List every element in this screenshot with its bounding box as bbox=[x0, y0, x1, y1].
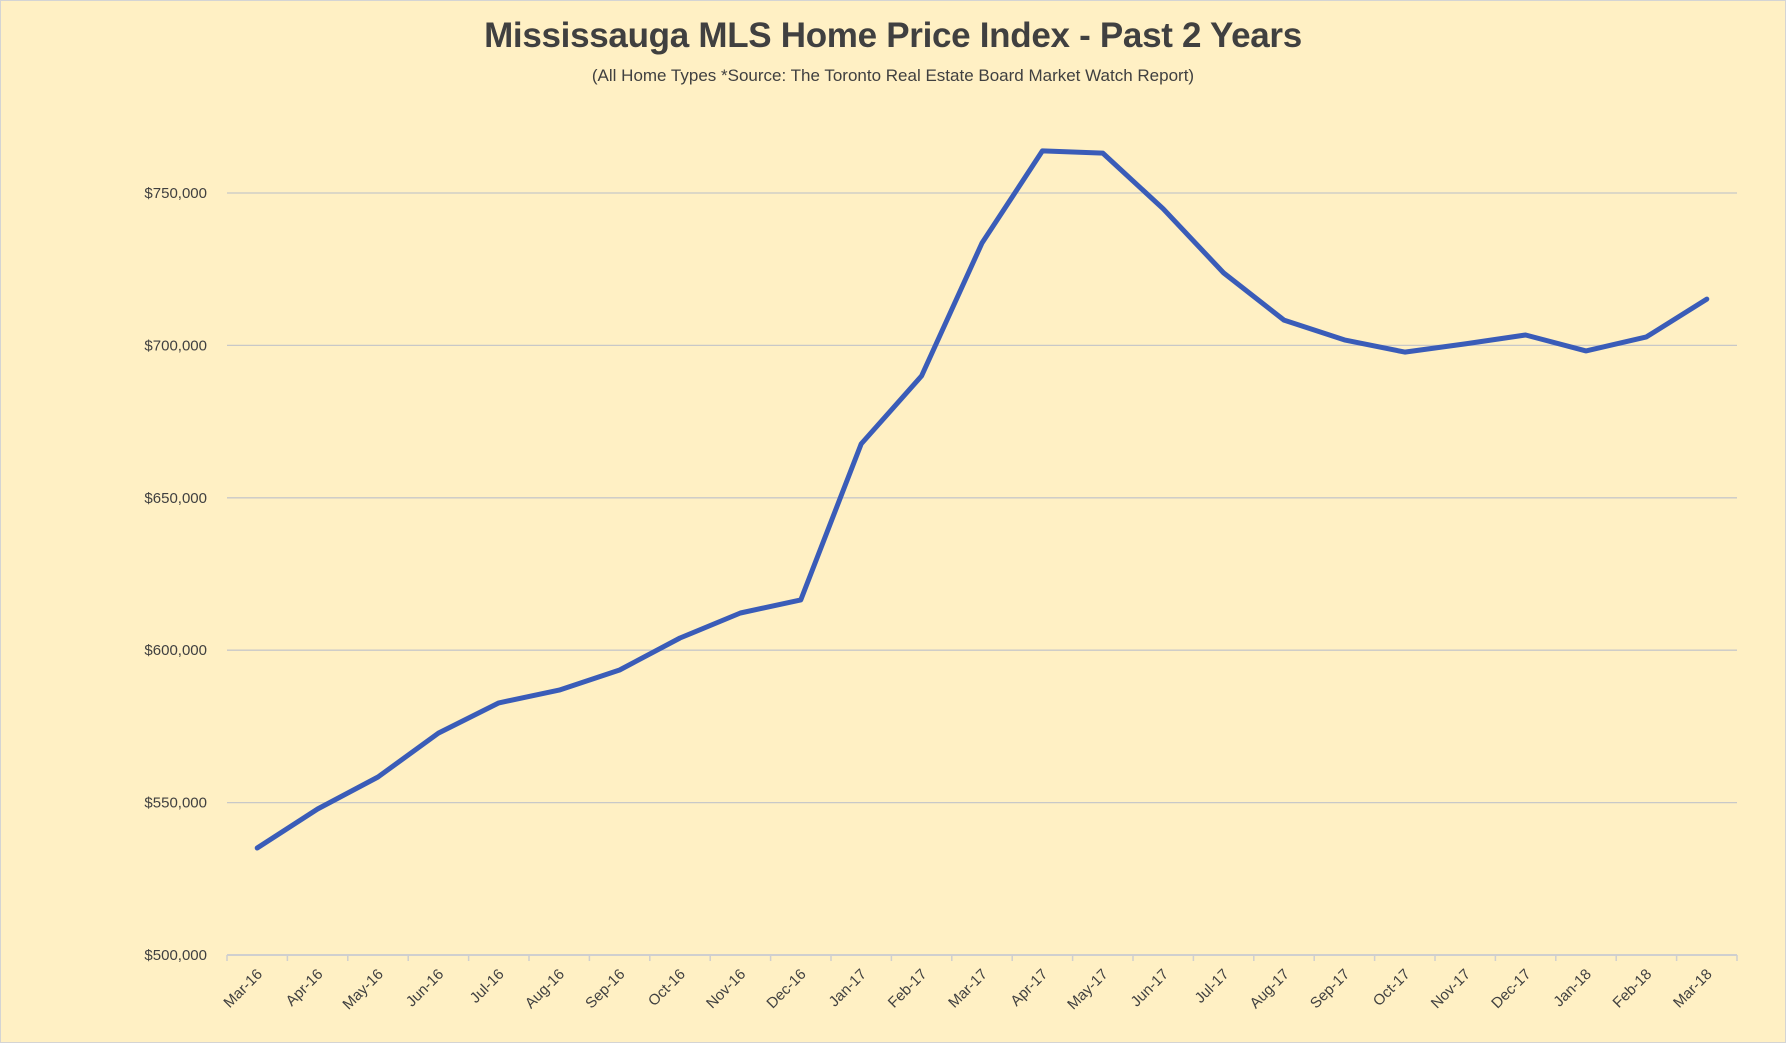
x-tick-label: Nov-17 bbox=[1428, 966, 1474, 1012]
x-tick-label: Jul-16 bbox=[467, 966, 508, 1007]
y-tick-label: $550,000 bbox=[144, 795, 207, 812]
y-axis: $500,000 $550,000 $600,000 $650,000 $700,000… bbox=[144, 185, 207, 964]
x-tick-label: Feb-17 bbox=[885, 966, 931, 1012]
x-tick-label: Apr-16 bbox=[283, 966, 327, 1010]
chart-title: Mississauga MLS Home Price Index - Past … bbox=[484, 16, 1302, 55]
x-tick-label: May-16 bbox=[339, 966, 386, 1013]
x-tick-label: Dec-17 bbox=[1488, 966, 1534, 1012]
x-tick-label: Jan-17 bbox=[826, 966, 870, 1010]
x-tick-label: Apr-17 bbox=[1007, 966, 1051, 1010]
x-axis: Mar-16 Apr-16 May-16 Jun-16 Jul-16 Aug-16 Sep-… bbox=[220, 955, 1738, 1013]
x-tick-label: Aug-17 bbox=[1247, 966, 1293, 1012]
x-tick-label: Mar-16 bbox=[220, 966, 266, 1012]
x-tick-label: Sep-17 bbox=[1307, 966, 1353, 1012]
x-tick-label: Aug-16 bbox=[522, 966, 568, 1012]
x-tick-label: Feb-18 bbox=[1610, 966, 1656, 1012]
x-tick-label: Dec-16 bbox=[763, 966, 809, 1012]
x-tick-label: Jun-16 bbox=[403, 966, 447, 1010]
x-tick-label: Nov-16 bbox=[703, 966, 749, 1012]
x-tick-label: Jul-17 bbox=[1192, 966, 1233, 1007]
y-tick-label: $600,000 bbox=[144, 642, 207, 659]
y-tick-label: $650,000 bbox=[144, 490, 207, 507]
x-tick-label: Mar-17 bbox=[945, 966, 991, 1012]
x-tick-label: Sep-16 bbox=[582, 966, 628, 1012]
x-tick-label: Mar-18 bbox=[1670, 966, 1716, 1012]
x-tick-label: Oct-16 bbox=[645, 966, 689, 1010]
gridlines bbox=[227, 192, 1737, 956]
y-tick-label: $500,000 bbox=[144, 947, 207, 964]
x-tick-label: May-17 bbox=[1064, 966, 1111, 1013]
x-tick-label: Oct-17 bbox=[1370, 966, 1414, 1010]
x-tick-label: Jan-18 bbox=[1550, 966, 1594, 1010]
price-index-line bbox=[254, 148, 1710, 851]
x-tick-label: Jun-17 bbox=[1128, 966, 1172, 1010]
y-tick-label: $700,000 bbox=[144, 337, 207, 354]
chart-subtitle: (All Home Types *Source: The Toronto Rea… bbox=[591, 66, 1195, 85]
y-tick-label: $750,000 bbox=[144, 185, 207, 202]
